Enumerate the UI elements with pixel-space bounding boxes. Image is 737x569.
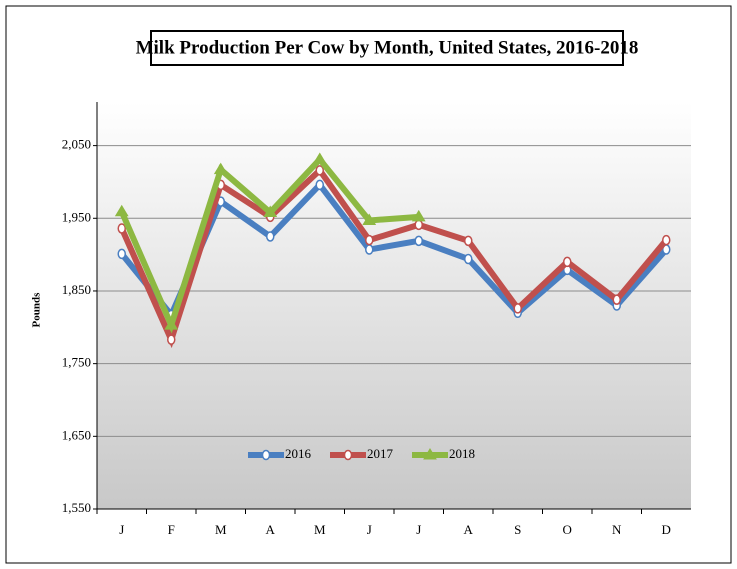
chart-title: Milk Production Per Cow by Month, United… <box>136 37 639 58</box>
point <box>513 303 522 314</box>
x-tick-label: N <box>612 522 622 537</box>
legend-marker <box>261 449 271 461</box>
point <box>662 234 671 246</box>
x-tick-label: S <box>514 522 521 537</box>
x-tick-label: F <box>168 522 175 537</box>
point <box>263 205 278 217</box>
point <box>312 152 327 164</box>
legend-label: 2018 <box>449 446 475 461</box>
point <box>315 165 324 176</box>
legend-label: 2016 <box>285 446 312 461</box>
y-tick-label: 1,850 <box>62 282 91 297</box>
x-tick-label: J <box>416 522 421 537</box>
point <box>414 235 423 247</box>
x-tick-label: J <box>367 522 372 537</box>
x-tick-label: J <box>119 522 124 537</box>
point <box>164 318 179 330</box>
point <box>117 223 126 234</box>
x-tick-label: O <box>563 522 572 537</box>
x-tick-label: A <box>464 522 474 537</box>
point <box>167 334 176 345</box>
point <box>114 204 129 217</box>
title-box <box>150 30 624 66</box>
legend-label: 2017 <box>367 446 394 461</box>
y-tick-label: 1,650 <box>62 427 91 442</box>
legend-marker <box>343 449 353 461</box>
legend-marker <box>423 448 437 460</box>
y-tick-label: 2,050 <box>62 137 91 152</box>
plot-area <box>97 102 691 509</box>
point <box>563 256 572 268</box>
point <box>414 219 423 231</box>
point <box>464 235 473 247</box>
point <box>365 244 374 255</box>
point <box>365 234 374 246</box>
x-tick-label: D <box>662 522 671 537</box>
y-axis-label: Pounds <box>31 292 43 328</box>
point <box>464 253 473 265</box>
point <box>213 162 228 175</box>
x-tick-label: M <box>314 522 326 537</box>
x-tick-label: A <box>266 522 276 537</box>
x-tick-label: M <box>215 522 227 537</box>
series-line <box>119 165 669 349</box>
y-tick-label: 1,750 <box>62 355 91 370</box>
point <box>411 209 426 222</box>
y-tick-label: 1,550 <box>62 500 91 515</box>
point <box>315 179 324 191</box>
point <box>266 231 275 242</box>
y-tick-label: 1,950 <box>62 209 91 224</box>
point <box>362 213 377 225</box>
point <box>117 248 126 260</box>
point <box>612 294 621 305</box>
